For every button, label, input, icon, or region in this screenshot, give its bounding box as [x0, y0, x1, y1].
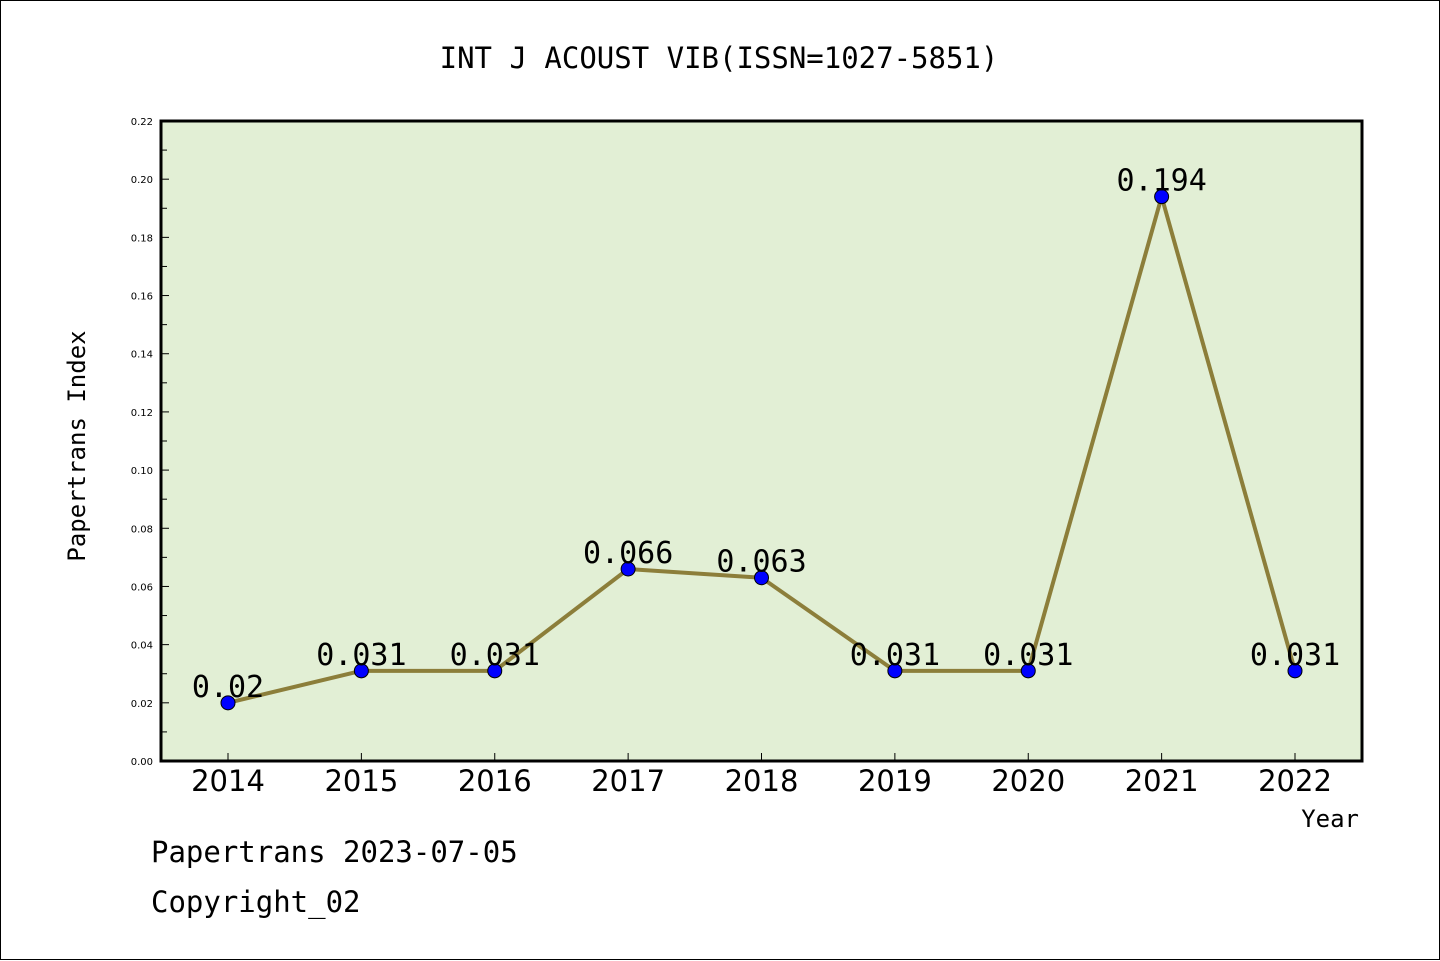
data-point	[220, 695, 236, 711]
y-axis-label: Papertrans Index	[63, 330, 91, 561]
x-tick-label: 2015	[324, 764, 398, 798]
x-tick-label: 2019	[858, 764, 932, 798]
x-tick-label: 2022	[1258, 764, 1332, 798]
data-label: 0.031	[850, 638, 940, 673]
y-tick-label: 0.14	[131, 350, 153, 361]
data-point	[487, 663, 503, 679]
data-label-layer: 0.02 0.031 0.031 0.066 0.063 0.031 0.031 0.194 0…	[192, 164, 1340, 705]
data-point	[620, 561, 636, 577]
x-tick-label: 2014	[191, 764, 265, 798]
data-point	[1287, 663, 1303, 679]
chart-title: INT J ACOUST VIB(ISSN=1027-5851)	[440, 41, 999, 75]
series-layer	[220, 189, 1303, 711]
data-label: 0.066	[583, 536, 673, 571]
y-tick-label: 0.12	[131, 408, 153, 419]
y-tick-label: 0.16	[131, 292, 153, 303]
y-tick-label: 0.20	[131, 175, 153, 186]
plot-area	[161, 121, 1362, 761]
data-label: 0.031	[1250, 638, 1340, 673]
x-axis-label: Year	[1301, 805, 1359, 833]
x-tick-label: 2016	[458, 764, 532, 798]
x-axis-ticks: 2014 2015 2016 2017 2018 2019 2020 2021 2022	[191, 753, 1332, 798]
data-label: 0.031	[316, 638, 406, 673]
data-point	[1020, 663, 1036, 679]
data-point	[754, 570, 769, 586]
data-label: 0.063	[716, 545, 806, 580]
y-tick-label: 0.08	[131, 524, 153, 535]
y-tick-label: 0.02	[131, 699, 153, 710]
y-tick-label: 0.06	[131, 582, 153, 593]
x-tick-label: 2021	[1125, 764, 1199, 798]
data-point	[353, 663, 369, 679]
y-tick-label: 0.00	[131, 757, 153, 768]
data-label: 0.031	[450, 638, 540, 673]
footer-copyright: Copyright_02	[151, 885, 361, 919]
data-label: 0.031	[983, 638, 1073, 673]
data-point	[1154, 189, 1170, 205]
data-label: 0.194	[1116, 164, 1206, 199]
y-tick-label: 0.10	[131, 466, 153, 477]
x-tick-label: 2017	[591, 764, 665, 798]
x-tick-label: 2018	[725, 764, 799, 798]
plot-border	[159, 119, 1364, 763]
y-tick-label: 0.04	[131, 641, 153, 652]
y-tick-label: 0.22	[131, 117, 153, 128]
x-tick-label: 2020	[991, 764, 1065, 798]
footer-date: Papertrans 2023-07-05	[151, 835, 518, 869]
y-tick-label: 0.18	[131, 233, 153, 244]
data-point	[887, 663, 903, 679]
data-label: 0.02	[192, 670, 264, 705]
